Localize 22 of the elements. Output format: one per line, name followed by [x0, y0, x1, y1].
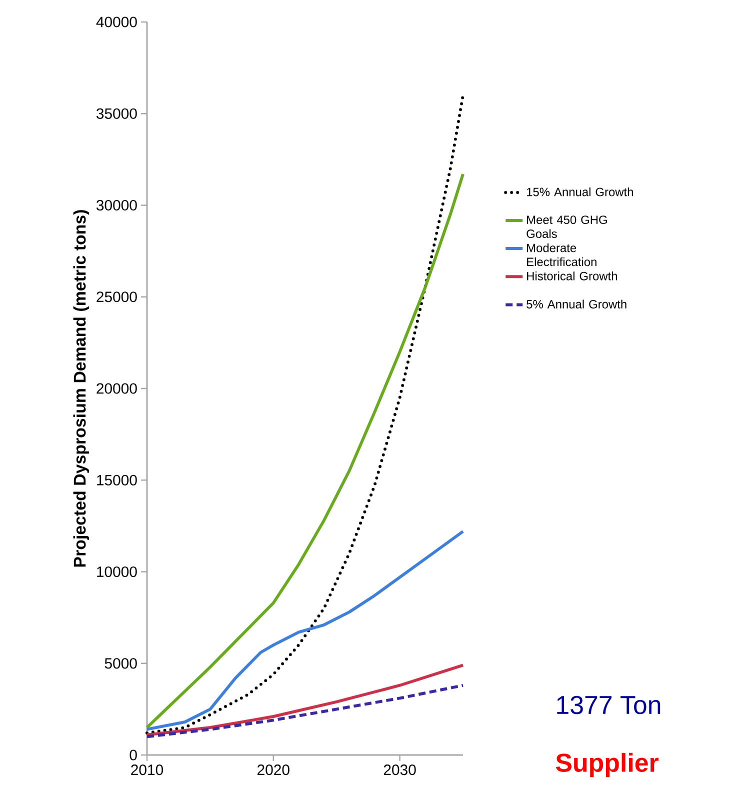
legend-label: 15% Annual Growth [527, 187, 633, 196]
y-axis-title: Projected Dysprosium Demand (metric tons) [73, 210, 90, 567]
y-tick-label: 0 [130, 750, 137, 760]
y-tick-label: 35000 [96, 108, 137, 119]
legend-label: Historical Growth [527, 272, 617, 280]
y-tick-label: 25000 [96, 292, 137, 302]
y-tick-label: 40000 [96, 16, 137, 28]
x-tick-label: 2010 [131, 764, 164, 776]
y-tick-label: 10000 [97, 566, 137, 578]
y-tick-label: 30000 [96, 200, 137, 211]
y-tick-label: 5000 [104, 658, 137, 669]
x-tick-label: 2020 [258, 764, 290, 776]
legend-label: Meet 450 GHG Goals [526, 216, 607, 238]
text: Supplier [556, 752, 658, 778]
y-tick-label: 20000 [96, 383, 137, 394]
legend-label: 5% Annual Growth [526, 300, 626, 308]
text: 1377 Ton [557, 696, 660, 714]
line-series [146, 664, 464, 736]
legend-label: Moderate Electrification [527, 243, 596, 266]
y-tick-label: 15000 [97, 474, 137, 486]
x-tick-label: 2030 [384, 764, 416, 776]
line-series [146, 684, 464, 738]
